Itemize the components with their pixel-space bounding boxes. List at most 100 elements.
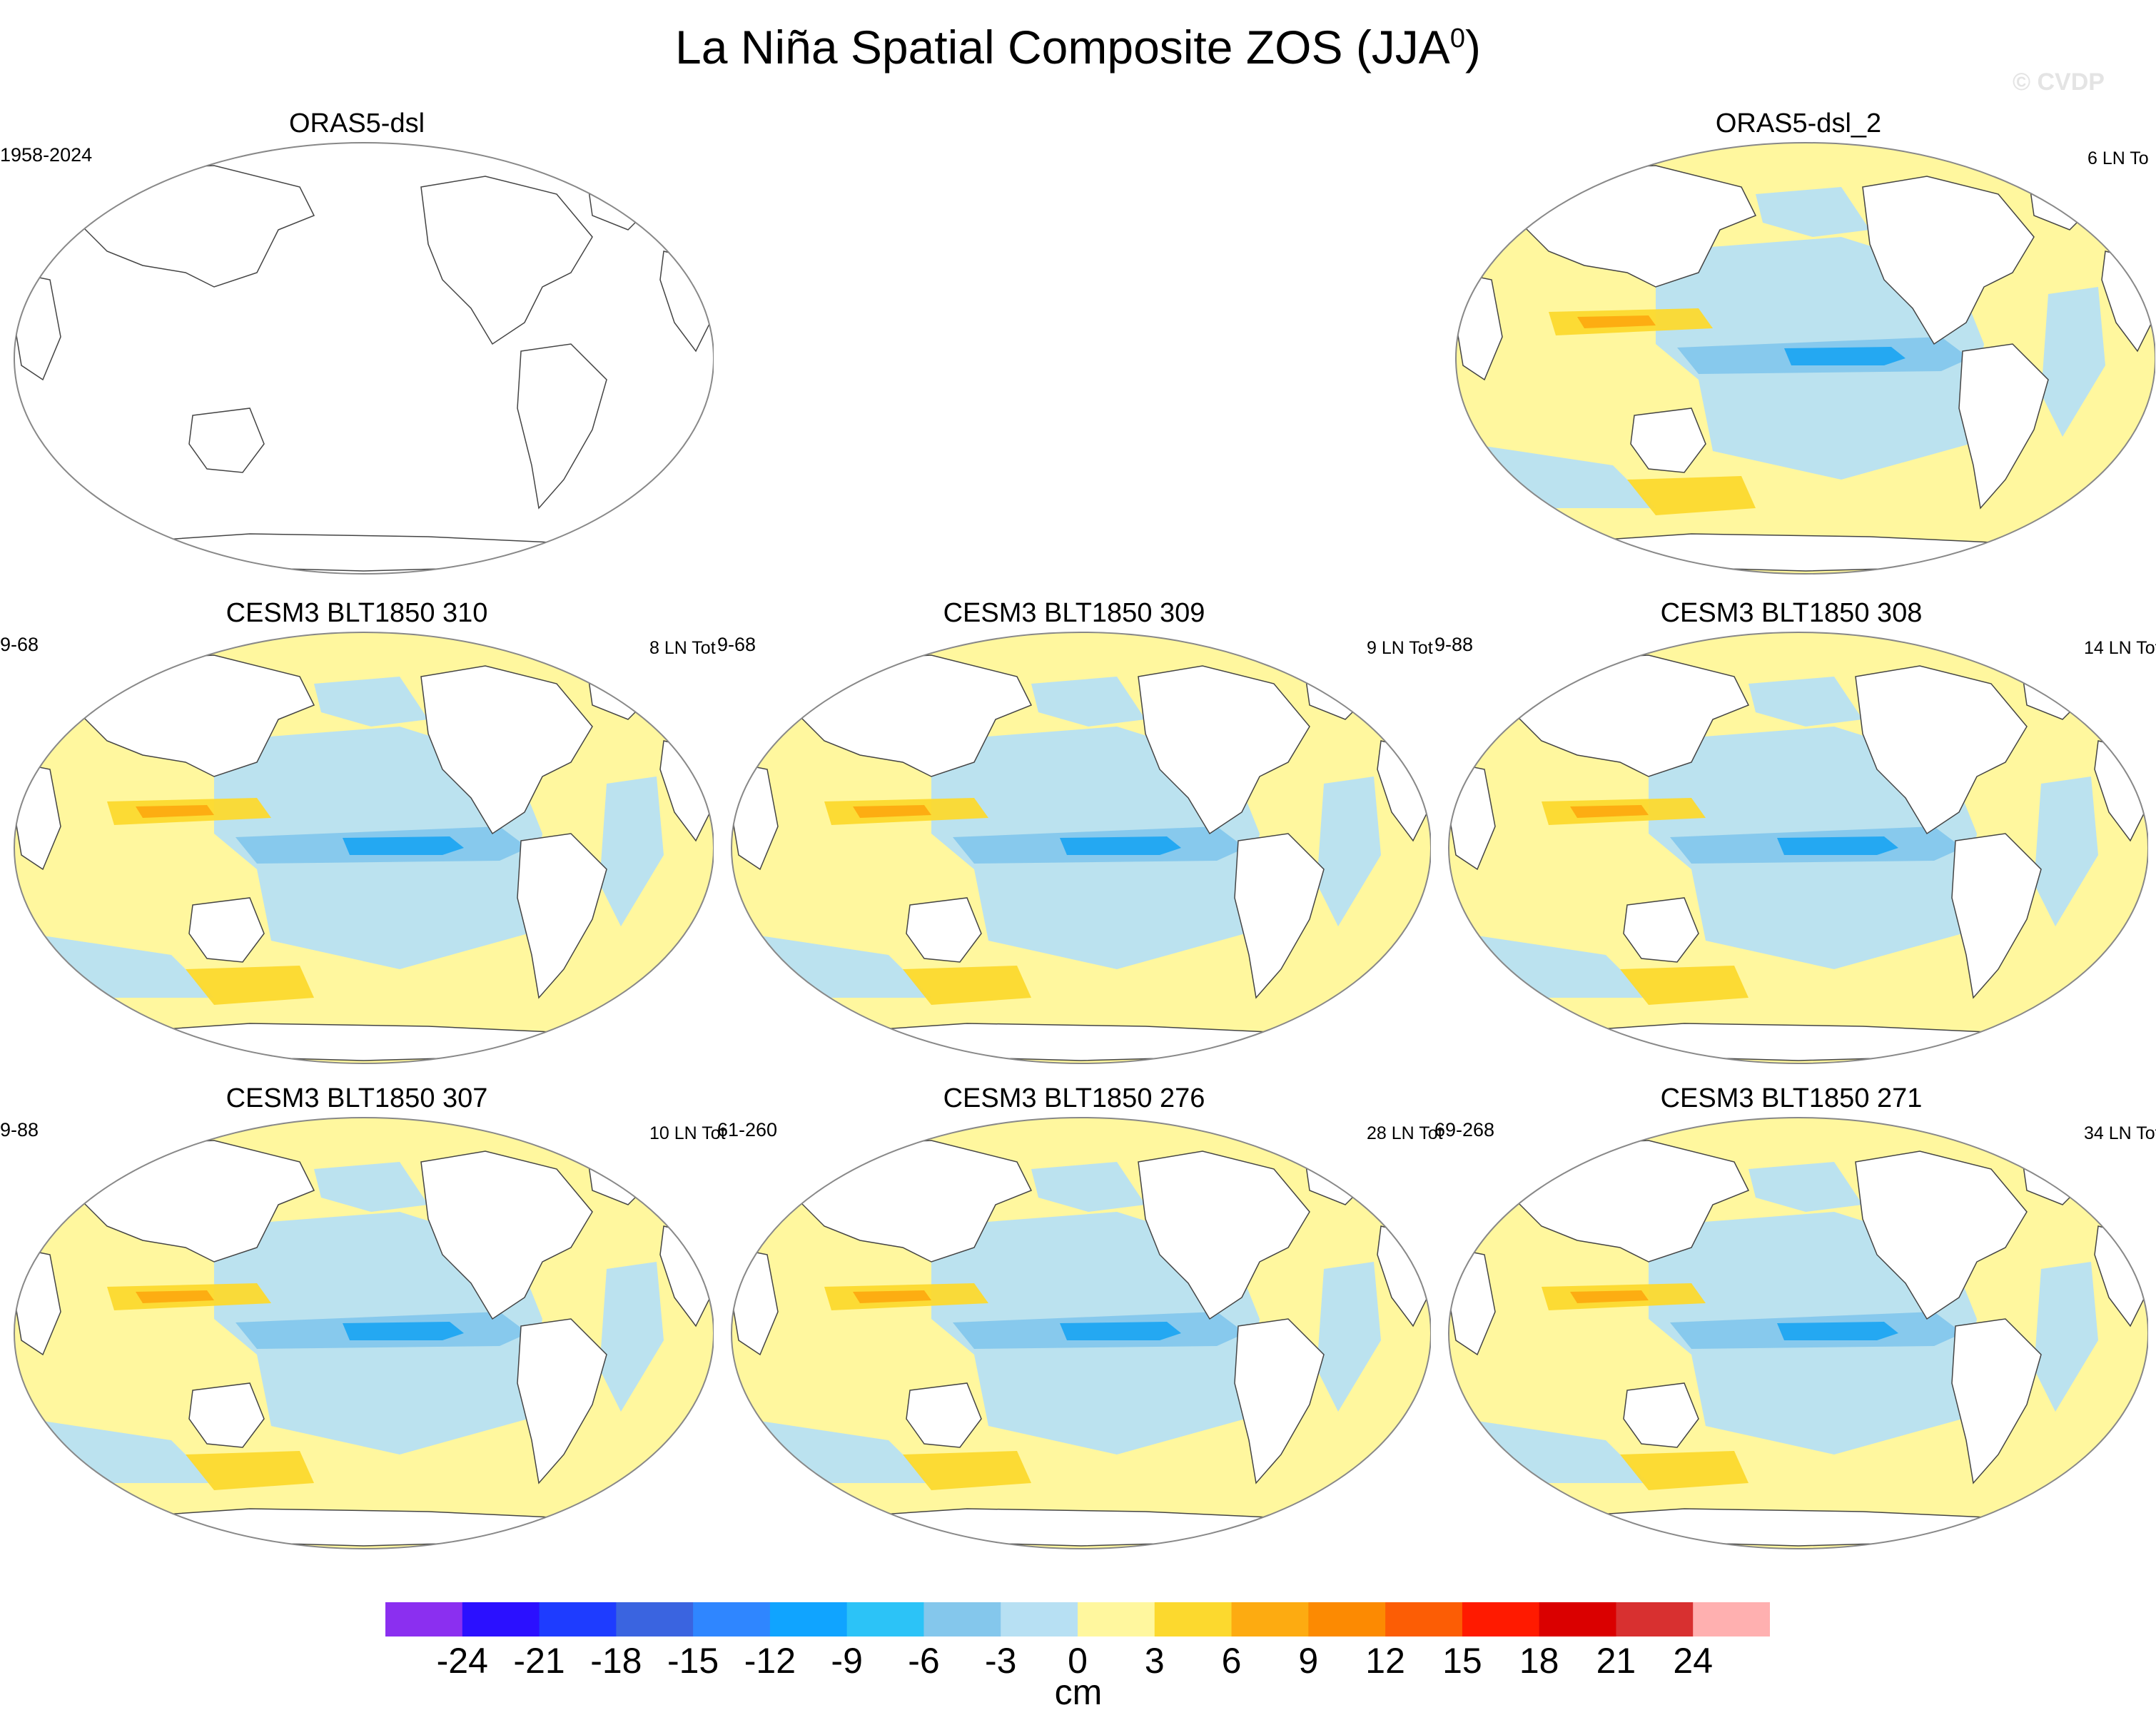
map-outline: [731, 632, 1431, 1064]
world-map: [1448, 632, 2148, 1064]
land-asia: [1512, 654, 1750, 777]
colorbar-tick-label: -9: [831, 1641, 863, 1681]
map-outline: [1448, 632, 2148, 1064]
colorbar-swatch: [539, 1602, 617, 1636]
colorbar-tick-label: 9: [1298, 1641, 1319, 1681]
colorbar-swatch: [1154, 1602, 1233, 1636]
atlantic-negative: [1317, 1262, 1381, 1412]
colorbar-swatch: [1693, 1602, 1770, 1636]
panel-event-count: 10 LN Tot: [649, 1123, 726, 1143]
world-map: [14, 632, 714, 1064]
colorbar-tick-label: 21: [1596, 1641, 1636, 1681]
colorbar-swatch: [923, 1602, 1001, 1636]
land-north-america: [1855, 665, 2028, 835]
colorbar-tick-label: -12: [744, 1641, 796, 1681]
panel-event-count: 8 LN Tot: [649, 638, 716, 658]
panel-years: 9-88: [0, 1119, 39, 1140]
map-panel: ORAS5-dsl 1958-2024: [0, 108, 714, 594]
colorbar-swatch: [1001, 1602, 1078, 1636]
colorbar-swatch: [385, 1602, 463, 1636]
land-asia: [795, 1140, 1033, 1263]
colorbar-swatch: [1385, 1602, 1463, 1636]
panel-title: CESM3 BLT1850 276: [943, 1083, 1205, 1113]
land-asia: [78, 165, 315, 288]
map-panel: CESM3 BLT1850 309 9-68 9 LN Tot: [717, 598, 1433, 1083]
equatorial-core: [343, 1322, 464, 1340]
north-pacific-negative: [314, 1162, 428, 1212]
colorbar-swatch: [1616, 1602, 1694, 1636]
map-panel: CESM3 BLT1850 276 61-260 28 LN Tot: [717, 1083, 1443, 1569]
land-asia: [78, 654, 315, 777]
figure-title: La Niña Spatial Composite ZOS (JJA0): [675, 21, 1481, 74]
southern-warm-patch: [186, 1451, 314, 1490]
colorbar: [385, 1602, 1770, 1636]
map-outline: [731, 1117, 1431, 1549]
land-australia: [1623, 1382, 1699, 1448]
colorbar-swatch: [616, 1602, 694, 1636]
world-map: [731, 632, 1431, 1064]
north-pacific-negative: [1756, 187, 1870, 237]
land-australia: [188, 1382, 265, 1448]
land-south-america: [517, 1318, 607, 1484]
colorbar-unit: cm: [1054, 1672, 1103, 1712]
land-north-america: [1862, 176, 2035, 345]
atlantic-negative: [2034, 1262, 2098, 1412]
west-pacific-warm-core: [853, 805, 931, 818]
land-north-america: [1855, 1150, 2028, 1320]
world-map: [14, 142, 714, 575]
atlantic-negative: [599, 1262, 664, 1412]
panel-event-count: 6 LN To: [2087, 148, 2149, 168]
colorbar-tick-label: 12: [1365, 1641, 1405, 1681]
land-asia: [795, 654, 1033, 777]
colorbar-swatch: [1539, 1602, 1616, 1636]
land-australia: [1623, 897, 1699, 963]
land-north-america: [1138, 1150, 1310, 1320]
land-asia: [1512, 1140, 1750, 1263]
equatorial-core: [1060, 1322, 1181, 1340]
equatorial-core: [1777, 836, 1898, 855]
land-north-america: [1138, 665, 1310, 835]
colorbar-swatch: [1231, 1602, 1309, 1636]
panel-title: CESM3 BLT1850 307: [226, 1083, 488, 1113]
equatorial-core: [1777, 1322, 1898, 1340]
land-africa-east: [659, 251, 711, 353]
land-south-america: [1234, 1318, 1325, 1484]
map-outline: [14, 632, 714, 1064]
panel-event-count: 28 LN Tot: [1367, 1123, 1443, 1143]
north-pacific-negative: [314, 677, 428, 727]
atlantic-negative: [599, 776, 664, 926]
north-pacific-negative: [1748, 1162, 1863, 1212]
panel-event-count: 9 LN Tot: [1367, 638, 1433, 658]
atlantic-negative: [2041, 287, 2105, 437]
west-pacific-warm-core: [136, 1290, 214, 1303]
equatorial-core: [343, 836, 464, 855]
southern-warm-patch: [186, 966, 314, 1005]
panel-title: CESM3 BLT1850 310: [226, 598, 488, 628]
land-north-america: [420, 176, 593, 345]
land-africa-west: [14, 272, 61, 381]
land-south-america: [1951, 1318, 2042, 1484]
land-asia: [78, 1140, 315, 1263]
land-australia: [188, 408, 265, 473]
colorbar-swatch: [1308, 1602, 1386, 1636]
colorbar-tick-label: -24: [436, 1641, 488, 1681]
world-map: [1455, 142, 2155, 575]
world-map: [731, 1117, 1431, 1549]
map-panel: ORAS5-dsl_2 6 LN To: [1442, 108, 2155, 594]
world-map: [1448, 1117, 2148, 1549]
land-south-america: [517, 343, 607, 510]
panel-event-count: 14 LN Tot: [2084, 638, 2156, 658]
land-north-america: [420, 665, 593, 835]
map-panel: CESM3 BLT1850 307 9-88 10 LN Tot: [0, 1083, 726, 1569]
colorbar-tick-label: -18: [590, 1641, 642, 1681]
panel-title: CESM3 BLT1850 308: [1660, 598, 1923, 628]
colorbar-tick-label: -6: [908, 1641, 940, 1681]
north-pacific-negative: [1031, 1162, 1145, 1212]
colorbar-tick-label: 15: [1442, 1641, 1482, 1681]
map-outline: [14, 1117, 714, 1549]
colorbar-tick-label: 18: [1519, 1641, 1559, 1681]
map-outline: [1455, 142, 2155, 575]
southern-warm-patch: [903, 966, 1031, 1005]
panel-years: 9-68: [0, 634, 39, 655]
panel-event-count: 34 LN Tot: [2084, 1123, 2156, 1143]
